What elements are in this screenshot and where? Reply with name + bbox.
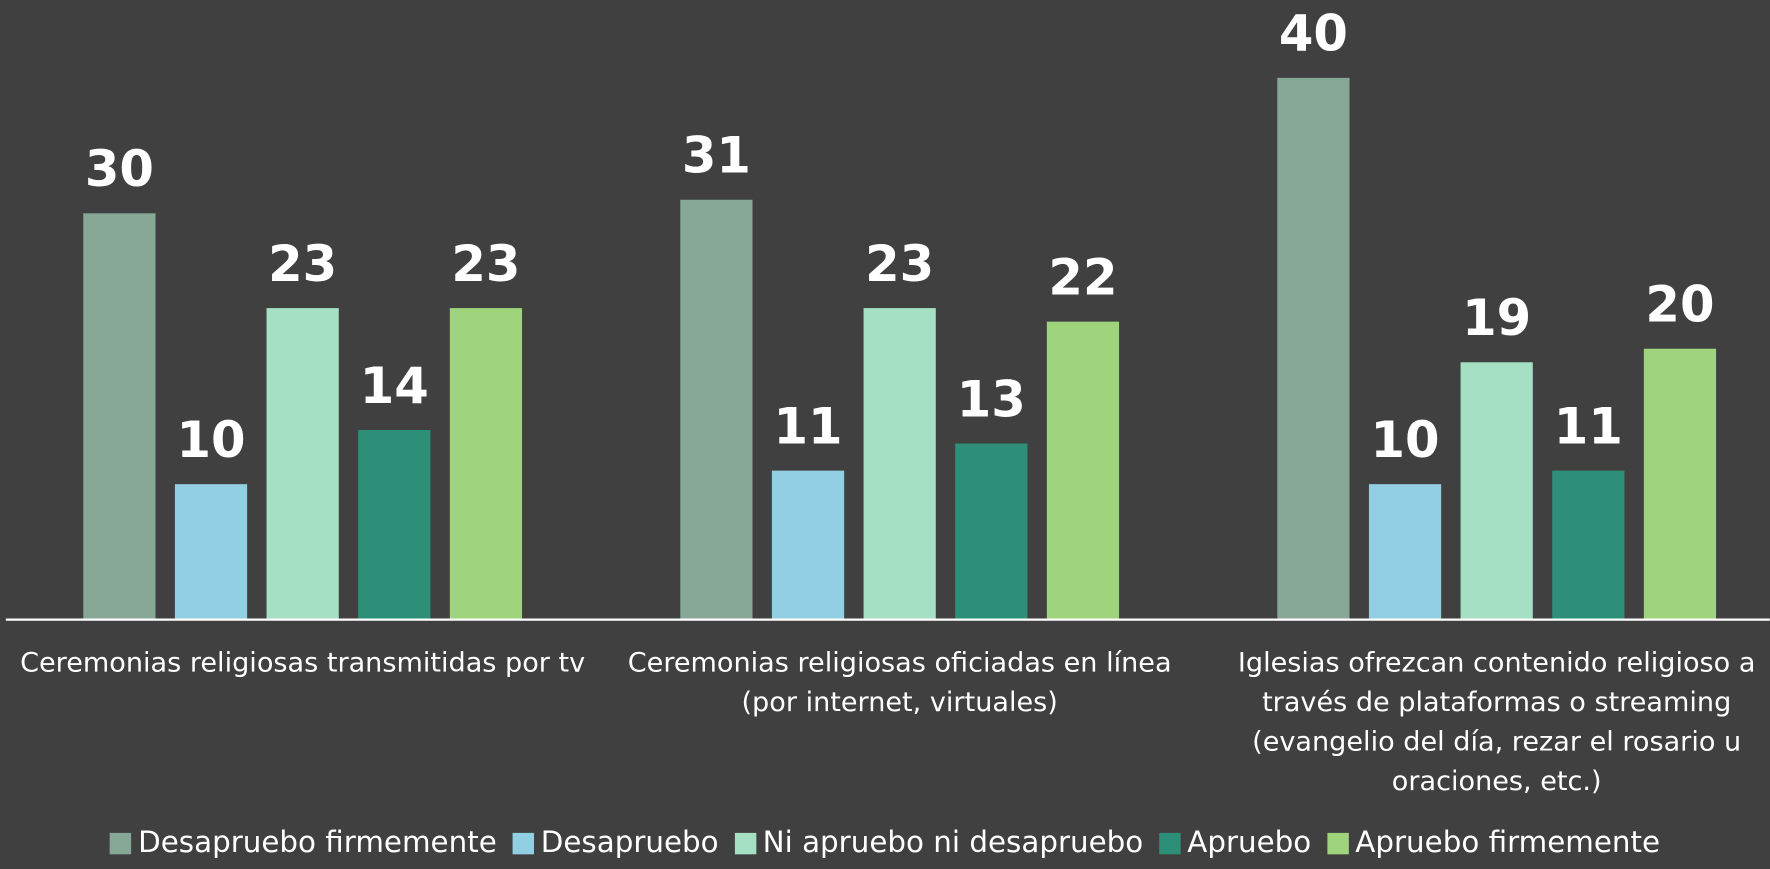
category-label-box: Iglesias ofrezcan contenido religioso a … <box>1237 646 1756 797</box>
value-label: 23 <box>865 235 934 293</box>
bar <box>449 308 523 620</box>
value-label: 13 <box>957 370 1026 428</box>
bar <box>358 429 431 620</box>
value-label: 10 <box>176 411 245 469</box>
bar <box>266 308 339 620</box>
legend-label: Ni apruebo ni desapruebo <box>762 826 1144 860</box>
bar <box>1643 348 1717 620</box>
bar <box>1046 321 1120 620</box>
value-label: 31 <box>682 127 751 185</box>
bar <box>1277 77 1350 620</box>
value-label: 23 <box>451 235 520 293</box>
bar <box>174 484 248 620</box>
legend-item: Apruebo <box>1159 826 1311 860</box>
value-label: 23 <box>268 235 337 293</box>
category-label-box: Ceremonias religiosas oficiadas en línea… <box>627 646 1172 718</box>
bar <box>1368 484 1442 620</box>
x-tick-label: Ceremonias religiosas transmitidas por t… <box>20 646 586 679</box>
value-label: 30 <box>85 140 154 198</box>
bar <box>1552 470 1625 620</box>
legend-item: Ni apruebo ni desapruebo <box>734 826 1143 860</box>
value-label: 11 <box>773 397 842 455</box>
category-label-box: Ceremonias religiosas transmitidas por t… <box>20 646 586 679</box>
legend-swatch <box>1327 832 1349 854</box>
value-label: 40 <box>1279 5 1348 63</box>
legend-label: Desapruebo <box>540 826 719 860</box>
bar <box>680 199 753 620</box>
legend-item: Desapruebo <box>512 826 719 860</box>
bar <box>1460 362 1533 620</box>
bar <box>863 308 936 620</box>
legend-swatch <box>109 832 132 854</box>
legend-item: Apruebo firmemente <box>1327 826 1660 860</box>
value-label: 20 <box>1645 276 1714 334</box>
legend: Desapruebo firmemente Desapruebo Ni aprueb… <box>0 826 1770 860</box>
value-label: 10 <box>1370 411 1439 469</box>
value-label: 14 <box>360 357 429 415</box>
bar <box>771 470 845 620</box>
bar <box>955 443 1028 620</box>
value-label: 19 <box>1462 289 1531 347</box>
legend-label: Apruebo <box>1187 826 1312 860</box>
x-tick-label: Ceremonias religiosas oficiadas en línea… <box>627 646 1172 718</box>
value-label: 11 <box>1554 397 1623 455</box>
legend-swatch <box>1159 832 1181 854</box>
legend-swatch <box>512 832 535 854</box>
value-label: 22 <box>1048 249 1117 307</box>
legend-label: Desapruebo firmemente <box>138 826 497 860</box>
legend-item: Desapruebo firmemente <box>109 826 497 860</box>
legend-box: Desapruebo firmemente Desapruebo Ni aprueb… <box>0 826 1770 860</box>
bar <box>83 213 156 620</box>
x-tick-label: Iglesias ofrezcan contenido religioso a … <box>1237 646 1756 797</box>
legend-label: Apruebo firmemente <box>1355 826 1661 860</box>
legend-swatch <box>734 832 756 854</box>
